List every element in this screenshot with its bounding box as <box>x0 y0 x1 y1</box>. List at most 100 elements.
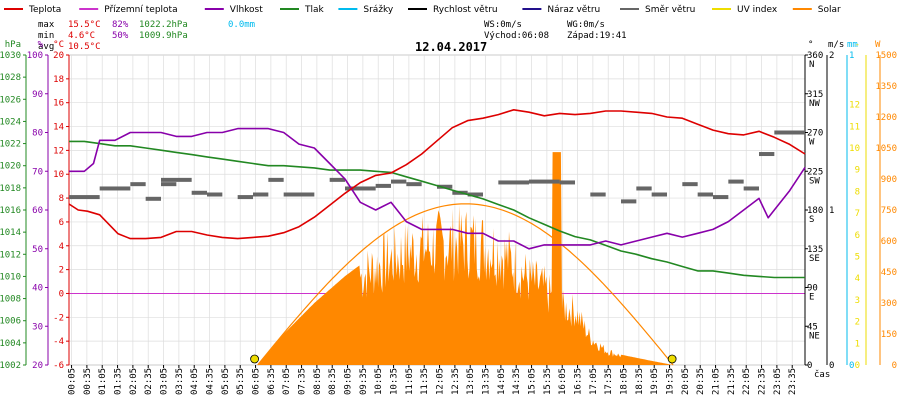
x-tick-label: 19:05 <box>650 368 660 395</box>
uv-axis-tick-label: 11 <box>849 122 860 132</box>
sunrise-marker <box>250 354 260 364</box>
uv-axis-tick-label: 1 <box>855 339 860 349</box>
solar-axis-tick-label: 1050 <box>875 144 897 154</box>
uv-axis-tick-label: 3 <box>855 296 860 306</box>
x-tick-label: 23:35 <box>788 368 798 395</box>
temp-axis-tick-label: 16 <box>53 99 64 109</box>
pressure-axis-tick-label: 1014 <box>0 228 21 238</box>
legend-label: Směr větru <box>645 5 695 15</box>
solar-axis-unit: W <box>875 40 881 50</box>
x-tick-label: 08:35 <box>328 368 338 395</box>
plot-area <box>68 109 806 366</box>
wind-direction-segment <box>713 195 729 200</box>
temp-axis-tick-label: -2 <box>53 313 64 323</box>
direction-axis-tick-label: 225 <box>807 167 823 177</box>
solar-axis-tick-label: 1350 <box>875 82 897 92</box>
wind-direction-segment <box>69 195 100 200</box>
pressure-axis-tick-label: 1002 <box>0 361 21 371</box>
solar-axis-tick-label: 900 <box>881 175 897 185</box>
x-tick-label: 22:05 <box>742 368 752 395</box>
x-tick-label: 06:35 <box>267 368 277 395</box>
wind-direction-segment <box>99 186 131 191</box>
uv-axis-tick-label: 2 <box>855 318 860 328</box>
solar-axis-tick-label: 750 <box>881 206 897 216</box>
avg-temp: 10.5°C <box>68 42 101 52</box>
direction-name: S <box>809 215 814 225</box>
pressure-line <box>69 140 805 279</box>
solar-axis-tick-label: 1500 <box>875 51 897 61</box>
temp-axis-tick-label: 20 <box>53 51 64 61</box>
x-tick-label: 12:05 <box>436 368 446 395</box>
wind-direction-segment <box>145 196 161 201</box>
direction-axis-unit: ° <box>808 40 813 50</box>
max-rain: 0.0mm <box>228 20 255 30</box>
uv-axis-unit: - <box>855 40 860 50</box>
wind-direction-segment <box>682 182 698 187</box>
direction-axis-tick-label: 45 <box>807 322 818 332</box>
wind-direction-segment <box>697 192 713 197</box>
uv-axis-tick-label: 5 <box>855 253 860 263</box>
x-tick-label: 12:35 <box>451 368 461 395</box>
humidity-axis-tick-label: 40 <box>32 284 43 294</box>
chart-title: 12.04.2017 <box>415 40 487 54</box>
wind-direction-segment <box>559 180 575 185</box>
x-tick-label: 00:35 <box>83 368 93 395</box>
temp-axis-tick-label: 10 <box>53 170 64 180</box>
direction-axis-tick-label: 180 <box>807 206 823 216</box>
x-tick-label: 13:35 <box>482 368 492 395</box>
x-tick-label: 03:05 <box>160 368 170 395</box>
min-hum: 50% <box>112 31 129 41</box>
x-tick-label: 16:05 <box>558 368 568 395</box>
x-tick-label: 04:35 <box>206 368 216 395</box>
direction-name: SE <box>809 254 820 264</box>
wind-direction-segment <box>268 177 284 182</box>
temperature-line <box>68 109 806 240</box>
solar-axis-tick-label: 300 <box>881 299 897 309</box>
x-tick-label: 05:35 <box>236 368 246 395</box>
x-tick-label: 07:35 <box>298 368 308 395</box>
temp-axis-tick-label: 18 <box>53 75 64 85</box>
x-tick-label: 21:35 <box>727 368 737 395</box>
uv-axis-tick-label: 10 <box>849 144 860 154</box>
wind-direction-segment <box>345 186 376 191</box>
wind-direction-segment <box>498 180 529 185</box>
wind-direction-segment <box>253 192 269 197</box>
max-temp: 15.5°C <box>68 20 101 30</box>
direction-name: N <box>809 60 814 70</box>
min-temp: 4.6°C <box>68 31 95 41</box>
uv-axis-tick-label: 12 <box>849 101 860 111</box>
direction-axis-tick-label: 90 <box>807 284 818 294</box>
temp-axis-tick-label: 0 <box>59 289 64 299</box>
wind-direction-segment <box>191 190 207 195</box>
x-tick-label: 14:35 <box>512 368 522 395</box>
humidity-axis-tick-label: 90 <box>32 90 43 100</box>
solar-clear-sky-line <box>257 203 674 366</box>
x-tick-label: 18:35 <box>635 368 645 395</box>
legend-label: Srážky <box>363 5 394 15</box>
temp-axis-tick-label: 12 <box>53 146 64 156</box>
wind-direction-segment <box>161 177 192 182</box>
x-tick-label: 00:05 <box>68 368 78 395</box>
x-tick-label: 16:35 <box>574 368 584 395</box>
legend-label: Vlhkost <box>230 5 263 15</box>
x-tick-label: 14:05 <box>497 368 507 395</box>
legend-label: Rychlost větru <box>433 5 498 15</box>
humidity-axis-tick-label: 60 <box>32 206 43 216</box>
direction-axis-tick-label: 315 <box>807 90 823 100</box>
direction-name: E <box>809 293 814 303</box>
speed-axis-tick-label: 2 <box>829 51 834 61</box>
humidity-axis-tick-label: 100 <box>27 51 43 61</box>
humidity-axis-unit: % <box>38 40 44 50</box>
wind-direction-segment <box>774 130 805 135</box>
wind-direction-segment <box>759 152 775 157</box>
wind-direction-segment <box>283 192 299 197</box>
legend: Teplota Přízemní teplota Vlhkost Tlak Srážky… <box>4 5 841 15</box>
pressure-axis-tick-label: 1028 <box>0 73 21 83</box>
temp-axis-tick-label: 8 <box>59 194 64 204</box>
wind-direction-segment <box>391 179 407 184</box>
temp-axis-tick-label: -4 <box>53 337 64 347</box>
direction-axis-tick-label: 135 <box>807 245 823 255</box>
wind-direction-segment <box>237 195 253 200</box>
wind-direction-segment <box>130 182 146 187</box>
x-tick-label: 20:35 <box>696 368 706 395</box>
